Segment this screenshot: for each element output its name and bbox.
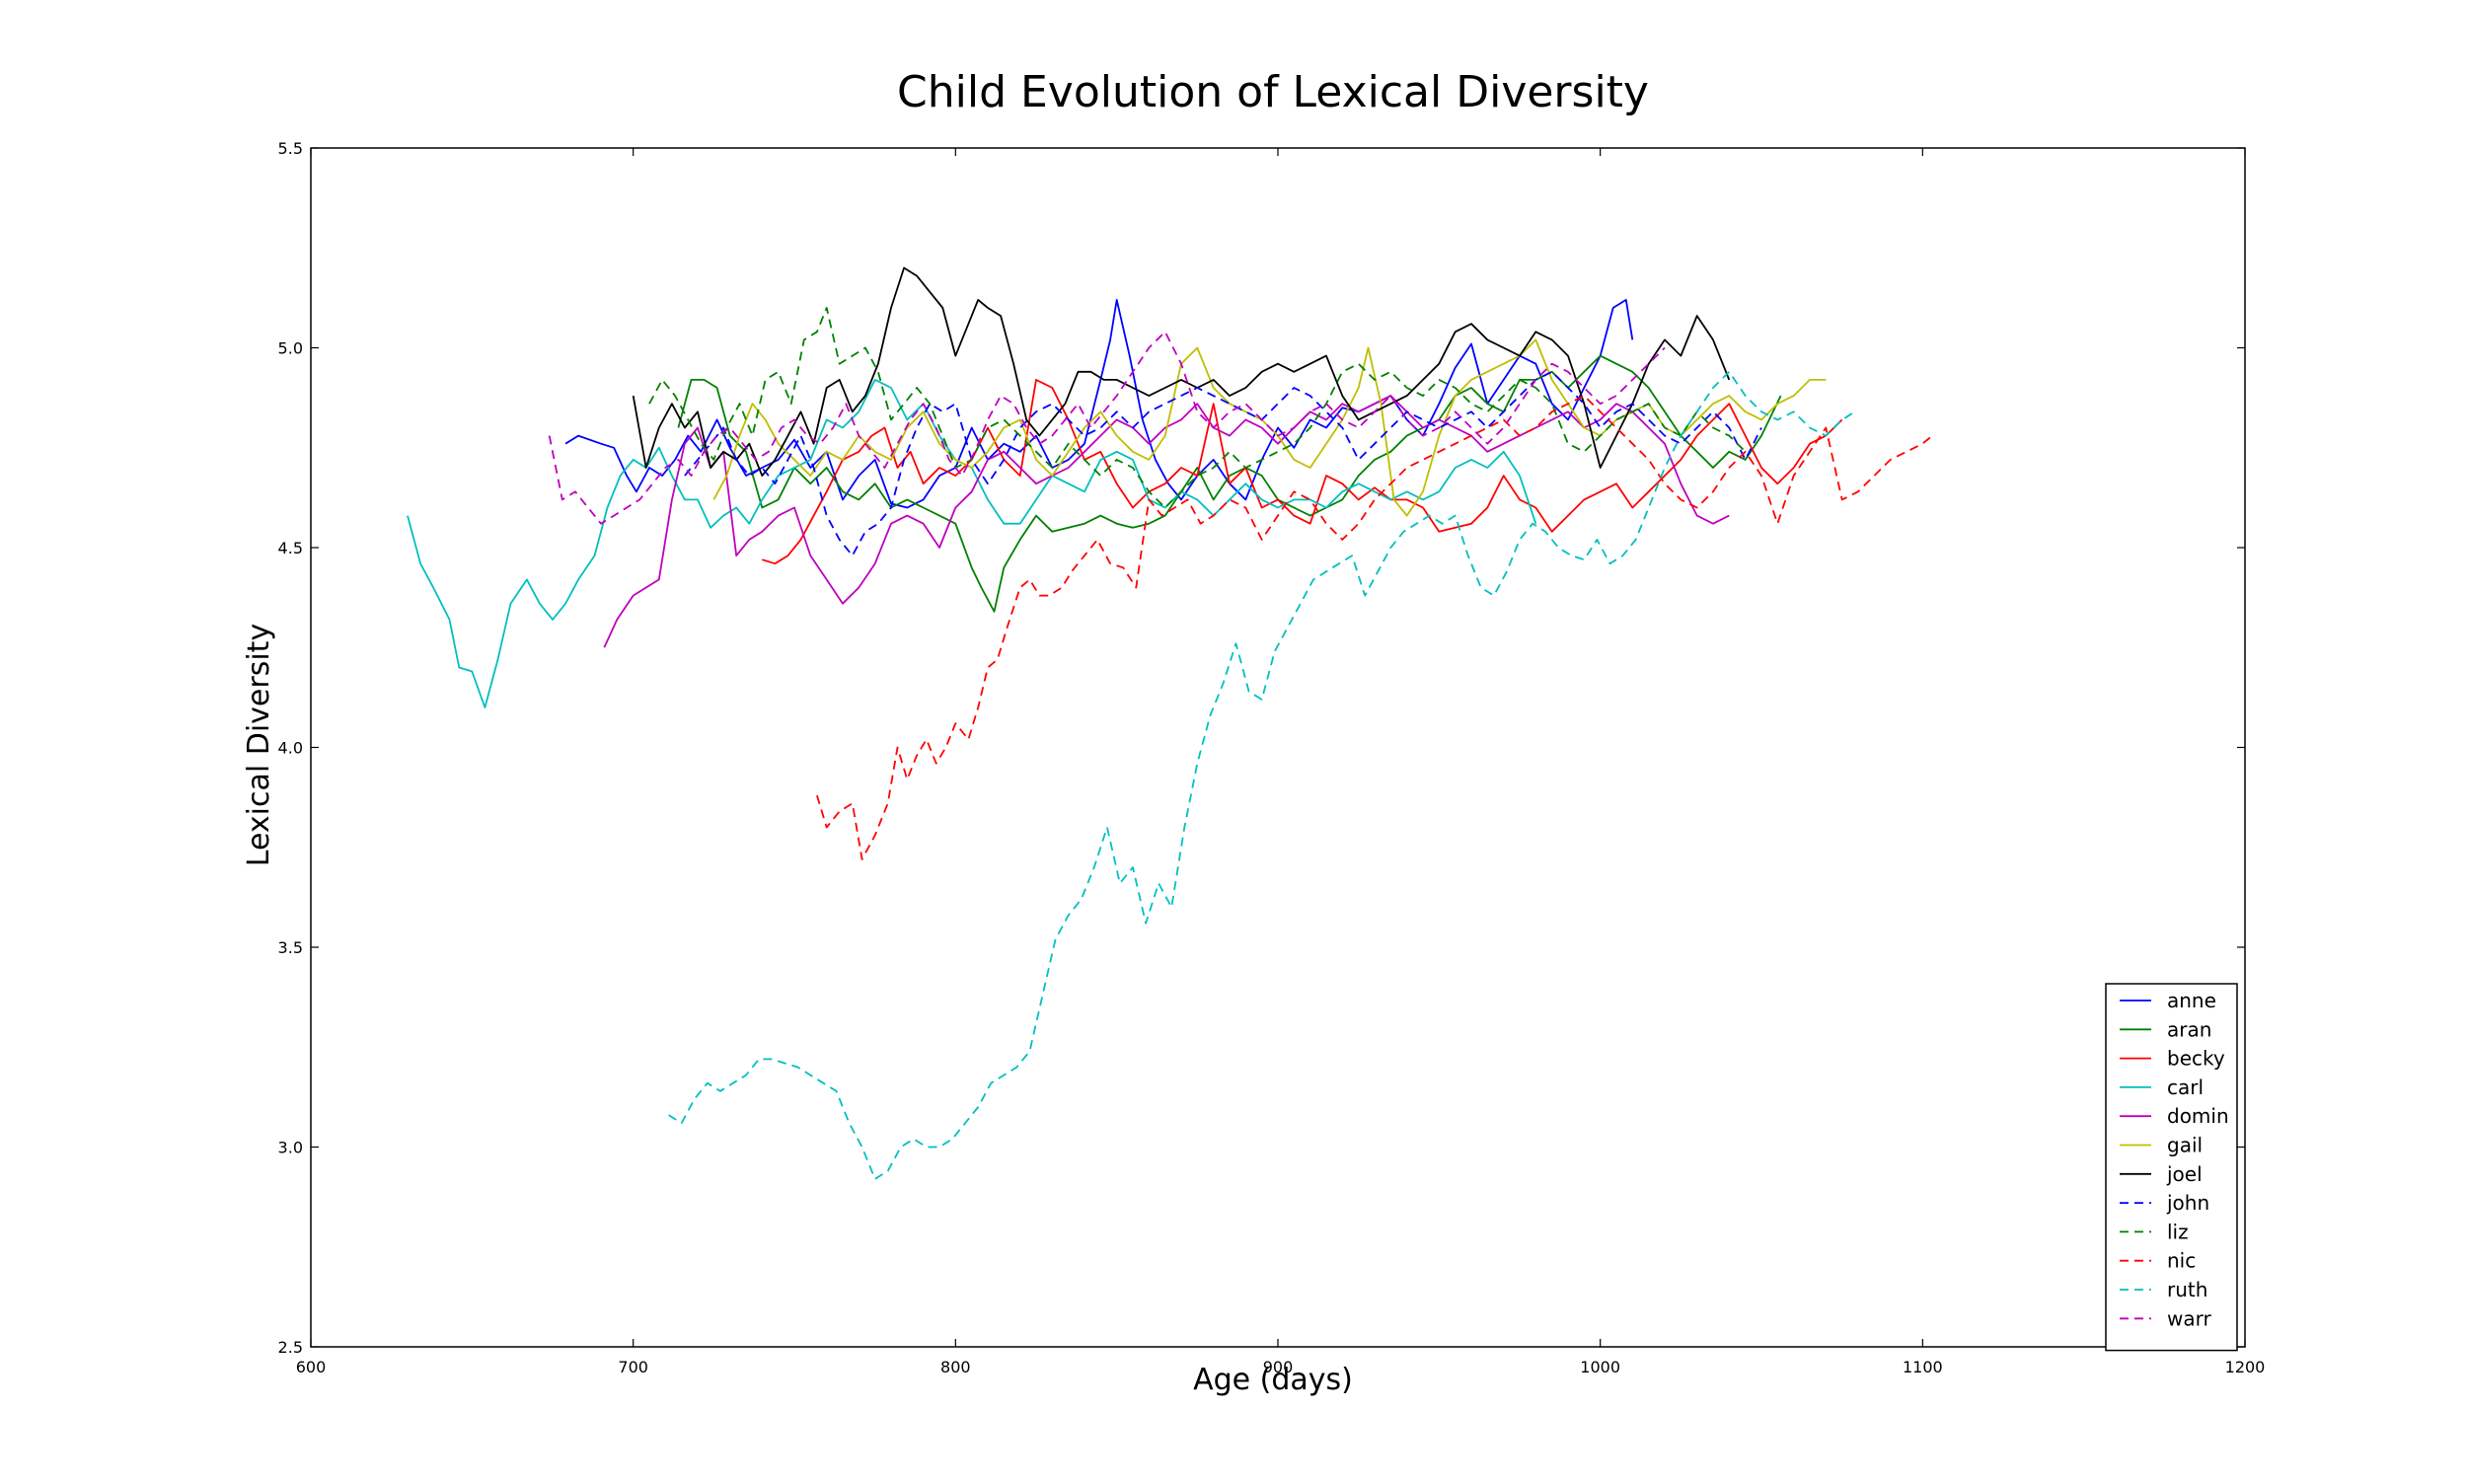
x-tick-label: 700 bbox=[618, 1358, 648, 1376]
y-tick-label: 2.5 bbox=[278, 1338, 303, 1357]
plot-area bbox=[310, 147, 2246, 1348]
series-line-domin bbox=[603, 395, 1730, 648]
x-tick-label: 800 bbox=[940, 1358, 971, 1376]
x-tick-label: 900 bbox=[1263, 1358, 1294, 1376]
series-line-liz bbox=[648, 307, 1747, 509]
y-tick-label: 4.5 bbox=[278, 539, 303, 557]
chart-title: Child Evolution of Lexical Diversity bbox=[897, 67, 1649, 117]
series-line-anne bbox=[564, 298, 1634, 509]
x-tick-label: 1200 bbox=[2225, 1358, 2266, 1376]
legend-label-carl: carl bbox=[2167, 1076, 2204, 1099]
legend: anne aran becky carl domin gail joel john liz nic… bbox=[2105, 983, 2238, 1352]
y-tick-label: 5.0 bbox=[278, 339, 303, 358]
y-tick-label: 3.0 bbox=[278, 1139, 303, 1157]
series-layer bbox=[407, 266, 1933, 1180]
series-line-john bbox=[684, 370, 1762, 556]
series-line-becky bbox=[762, 378, 1843, 565]
y-tick-label: 4.0 bbox=[278, 739, 303, 758]
y-tick-label: 5.5 bbox=[278, 139, 303, 158]
series-line-aran bbox=[677, 354, 1782, 613]
legend-label-aran: aran bbox=[2167, 1017, 2211, 1041]
legend-label-joel: joel bbox=[2166, 1162, 2203, 1186]
x-tick-label: 1100 bbox=[1903, 1358, 1943, 1376]
legend-label-anne: anne bbox=[2167, 989, 2216, 1012]
series-line-warr bbox=[548, 331, 1666, 525]
y-axis-ticks: 2.5 3.0 3.5 4.0 4.5 5.0 5.5 bbox=[278, 139, 2245, 1357]
y-tick-label: 3.5 bbox=[278, 938, 303, 957]
x-tick-label: 600 bbox=[296, 1358, 327, 1376]
y-axis-label: Lexical Diversity bbox=[242, 624, 276, 866]
legend-label-gail: gail bbox=[2167, 1134, 2203, 1157]
series-line-joel bbox=[632, 266, 1731, 478]
legend-label-liz: liz bbox=[2167, 1220, 2189, 1243]
series-line-ruth bbox=[668, 370, 1856, 1180]
x-axis-label: Age (days) bbox=[1193, 1363, 1353, 1397]
x-tick-label: 1000 bbox=[1580, 1358, 1620, 1376]
series-line-nic bbox=[816, 395, 1933, 860]
legend-label-becky: becky bbox=[2167, 1047, 2225, 1071]
plot-frame bbox=[310, 147, 2246, 1348]
legend-label-john: john bbox=[2166, 1191, 2209, 1215]
legend-label-domin: domin bbox=[2167, 1104, 2229, 1128]
legend-label-warr: warr bbox=[2167, 1306, 2211, 1330]
x-axis-ticks: 600 700 800 900 1000 1100 1200 bbox=[296, 148, 2266, 1376]
legend-label-nic: nic bbox=[2167, 1249, 2196, 1273]
legend-label-ruth: ruth bbox=[2167, 1278, 2207, 1301]
